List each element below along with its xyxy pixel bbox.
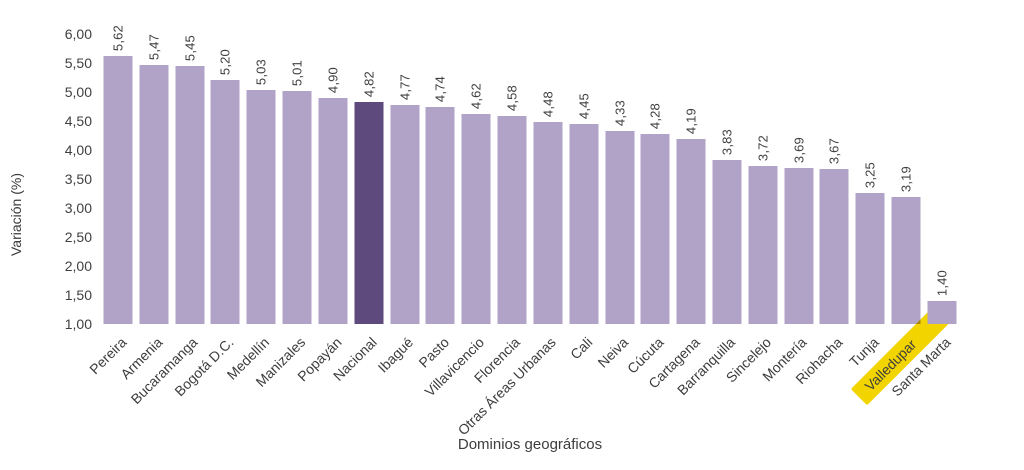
bar-slot: 4,48 Otras Áreas Urbanas — [455, 34, 566, 438]
y-axis-tick-label: 1,50 — [64, 287, 92, 303]
bar — [461, 114, 491, 324]
y-axis-tick-label: 3,00 — [64, 200, 92, 216]
bar-slot: 4,58 Florencia — [471, 34, 530, 386]
bar — [497, 116, 527, 324]
bar-value-label: 3,69 — [791, 136, 807, 163]
bar-value-label: 4,77 — [397, 73, 413, 100]
bar — [712, 160, 742, 324]
bar — [676, 139, 706, 324]
y-axis-tick-label: 4,50 — [64, 113, 92, 129]
y-axis-tick-label: 2,50 — [64, 229, 92, 245]
bar-value-label: 5,62 — [110, 24, 126, 51]
bar-value-label: 1,40 — [934, 269, 950, 296]
bar-value-label: 4,82 — [361, 70, 377, 97]
bar-value-label: 5,03 — [253, 58, 269, 85]
bar — [425, 107, 455, 324]
bar-slot: 3,83 Barranquilla — [674, 34, 745, 398]
y-axis-title: Variación (%) — [8, 173, 24, 257]
bar-slot: 3,69 Montería — [760, 34, 817, 384]
x-axis-title: Dominios geográficos — [457, 436, 603, 453]
bar-slot: 5,45 Bucaramanga — [128, 34, 208, 407]
bar-value-label: 4,62 — [468, 82, 484, 109]
bar — [569, 124, 599, 324]
bar-slot: 3,25 Tunja — [846, 34, 888, 370]
y-axis-tick-label: 1,00 — [64, 316, 92, 332]
bar — [640, 134, 670, 324]
bar — [282, 91, 312, 324]
y-axis-tick-label: 4,00 — [64, 142, 92, 158]
bar-value-label: 5,45 — [182, 34, 198, 61]
bar-value-label: 3,83 — [719, 128, 735, 155]
bar-value-label: 4,28 — [647, 102, 663, 129]
bar-slot: 5,01 Manizales — [252, 34, 315, 390]
bar-slot: 3,72 Sincelejo — [723, 34, 781, 385]
bar-value-label: 3,19 — [898, 165, 914, 192]
x-axis-label: Cali — [566, 334, 596, 363]
bar-value-label: 3,72 — [755, 134, 771, 161]
bar — [139, 65, 169, 324]
bar-slot: 5,62 Pereira — [86, 25, 136, 377]
bar — [784, 168, 814, 324]
bar-slot: 3,19 Valledupar — [851, 34, 955, 406]
bar-slot: 1,40 Santa Marta — [888, 34, 960, 399]
bar — [175, 66, 205, 324]
bar-value-label: 3,67 — [826, 137, 842, 164]
bar-value-label: 5,01 — [289, 59, 305, 86]
y-axis-tick-label: 3,50 — [64, 171, 92, 187]
bar-value-label: 5,20 — [217, 48, 233, 75]
bar — [103, 56, 133, 324]
bar-slot: 4,90 Popayán — [294, 34, 351, 384]
plot-area: 5,62 Pereira 5,47 Armenia 5,45 Bucaramanga 5,2… — [86, 25, 960, 438]
bar — [318, 98, 348, 324]
bar-value-label: 3,25 — [862, 161, 878, 188]
bar — [533, 122, 563, 324]
bar-value-label: 5,47 — [146, 33, 162, 60]
bar-slot: 5,47 Armenia — [117, 33, 172, 382]
y-axis-tick-label: 6,00 — [64, 26, 92, 42]
bar — [819, 169, 849, 324]
bar — [891, 197, 921, 324]
y-axis-tick-label: 5,50 — [64, 55, 92, 71]
bar-slot: 4,62 Villavicencio — [422, 34, 494, 400]
bar-value-label: 4,58 — [504, 84, 520, 111]
bar — [748, 166, 778, 324]
bar-value-label: 4,45 — [576, 92, 592, 119]
bar-slot: 4,33 Neiva — [594, 34, 638, 371]
bar-slot: 5,20 Bogotá D.C. — [171, 34, 243, 399]
bar-value-label: 4,33 — [612, 99, 627, 126]
bar-slot: 4,77 Ibagué — [374, 34, 423, 376]
bar — [605, 131, 634, 324]
y-axis-tick-label: 5,00 — [64, 84, 92, 100]
bar — [927, 301, 957, 324]
bar-slot: 3,67 Riohacha — [793, 34, 853, 387]
bar — [246, 90, 276, 324]
bar-value-label: 4,48 — [540, 90, 556, 117]
bar-slot: 4,45 Cali — [566, 34, 602, 362]
bar-slot: 4,28 Cúcuta — [624, 34, 673, 377]
bar-slot: 4,74 Pasto — [415, 34, 458, 371]
bar-value-label: 4,74 — [432, 75, 448, 102]
bar — [210, 80, 240, 324]
bar — [390, 105, 420, 324]
bar — [855, 193, 885, 324]
bar-slot: 4,19 Cartagena — [645, 34, 709, 392]
x-axis-label: Ibagué — [374, 334, 416, 376]
bar-slot: 5,03 Medellín — [224, 34, 279, 383]
bar-value-label: 4,90 — [325, 66, 341, 93]
bar-emphasized — [354, 102, 384, 324]
y-axis-tick-label: 2,00 — [64, 258, 92, 274]
bar-slot: 4,82 Nacional — [330, 34, 387, 384]
bar-value-label: 4,19 — [683, 107, 699, 134]
